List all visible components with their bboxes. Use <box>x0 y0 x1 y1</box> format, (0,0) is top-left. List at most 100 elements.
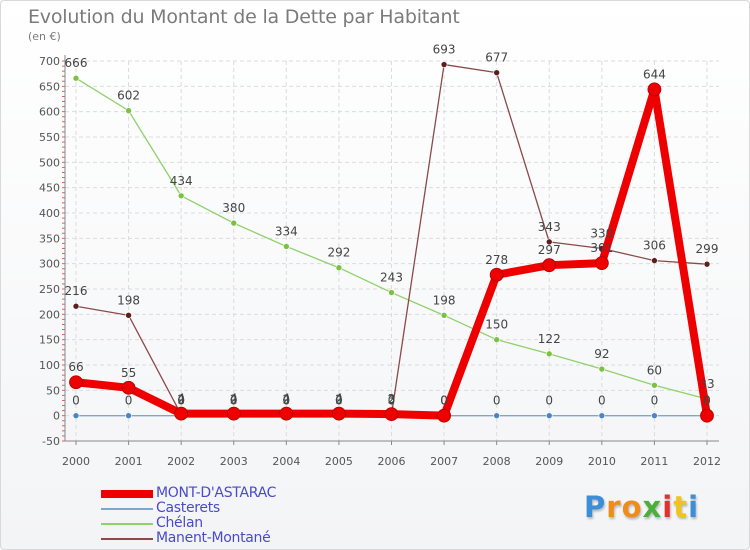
data-label-casterets: 0 <box>440 394 448 408</box>
chart-title: Evolution du Montant de la Dette par Hab… <box>28 6 460 28</box>
legend-swatch <box>101 522 153 525</box>
data-point-manent-montan- <box>72 302 80 310</box>
data-label-casterets: 0 <box>388 394 396 408</box>
data-point-ch-lan <box>493 336 500 343</box>
y-tick-label: 250 <box>39 283 60 296</box>
data-label-ch-lan: 243 <box>380 271 403 285</box>
x-tick-label: 2008 <box>483 455 511 468</box>
y-tick-label: 700 <box>39 55 60 68</box>
logo-letter: P <box>584 490 607 524</box>
data-label-ch-lan: 434 <box>170 174 193 188</box>
data-label-manent-montan-: 2 <box>230 393 238 407</box>
data-label-mont-d-astarac: 55 <box>121 366 136 380</box>
data-point-mont-d-astarac <box>542 258 557 273</box>
data-label-mont-d-astarac: 278 <box>485 253 508 267</box>
data-label-manent-montan-: 677 <box>485 51 508 65</box>
data-point-casterets <box>598 412 606 419</box>
data-point-mont-d-astarac <box>332 406 346 421</box>
data-label-casterets: 0 <box>545 394 553 408</box>
y-tick-label: 450 <box>39 182 60 195</box>
data-point-manent-montan- <box>545 238 553 246</box>
data-point-ch-lan <box>177 192 185 200</box>
data-label-manent-montan-: 693 <box>433 43 456 57</box>
data-point-ch-lan <box>125 107 132 114</box>
data-label-casterets: 0 <box>230 394 238 408</box>
legend-swatch <box>101 537 153 540</box>
y-tick-label: 600 <box>39 106 60 119</box>
x-tick-label: 2003 <box>220 455 248 468</box>
data-label-mont-d-astarac: 3 <box>388 392 396 406</box>
logo-letter: t <box>673 490 689 524</box>
data-point-mont-d-astarac <box>700 408 714 423</box>
logo-letter: x <box>642 490 663 524</box>
line-chart: -500501001502002503003504004505005506006… <box>39 43 721 468</box>
data-label-ch-lan: 380 <box>222 201 245 215</box>
data-label-ch-lan: 122 <box>538 332 561 346</box>
data-label-mont-d-astarac: 4 <box>230 392 238 406</box>
data-point-manent-montan- <box>651 257 658 264</box>
y-tick-label: 650 <box>39 80 60 93</box>
data-label-casterets: 0 <box>177 394 185 408</box>
data-label-manent-montan-: 306 <box>643 239 666 253</box>
y-tick-label: -50 <box>42 435 60 448</box>
data-label-ch-lan: 602 <box>117 89 140 103</box>
data-label-ch-lan: 292 <box>327 246 350 260</box>
legend-item: Casterets <box>101 501 276 516</box>
data-label-mont-d-astarac: 301 <box>590 241 613 255</box>
data-point-ch-lan <box>440 312 448 319</box>
data-label-ch-lan: 666 <box>65 56 88 70</box>
data-label-ch-lan: 33 <box>699 377 714 391</box>
data-point-manent-montan- <box>493 69 500 76</box>
data-point-ch-lan <box>545 350 553 358</box>
y-tick-label: 100 <box>39 359 60 372</box>
logo-letter: i <box>688 490 700 524</box>
data-point-mont-d-astarac <box>594 256 609 271</box>
data-point-casterets <box>72 412 80 419</box>
legend-label: Manent-Montané <box>156 530 271 546</box>
data-point-casterets <box>651 412 658 419</box>
data-label-ch-lan: 150 <box>485 318 508 332</box>
data-label-casterets: 0 <box>335 394 343 408</box>
legend-item: MONT-D'ASTARAC <box>101 486 276 501</box>
y-tick-label: 50 <box>46 384 60 397</box>
y-tick-label: 0 <box>53 410 60 423</box>
y-tick-label: 300 <box>39 258 60 271</box>
data-label-mont-d-astarac: 297 <box>538 243 561 257</box>
data-label-casterets: 0 <box>598 394 606 408</box>
y-tick-label: 200 <box>39 308 60 321</box>
logo-letter: i <box>662 490 674 524</box>
chart-unit-label: (en €) <box>28 30 61 43</box>
data-point-mont-d-astarac <box>226 406 241 421</box>
data-point-casterets <box>493 412 500 419</box>
x-tick-label: 2007 <box>430 455 458 468</box>
data-point-mont-d-astarac <box>69 375 83 390</box>
logo-letter: o <box>621 490 643 524</box>
legend-item: Manent-Montané <box>101 531 276 546</box>
data-point-manent-montan- <box>703 260 711 268</box>
y-tick-label: 550 <box>39 131 60 144</box>
data-point-manent-montan- <box>125 312 132 319</box>
x-tick-label: 2009 <box>535 455 563 468</box>
data-label-casterets: 0 <box>125 394 133 408</box>
data-point-mont-d-astarac <box>121 380 136 395</box>
data-label-casterets: 0 <box>651 394 659 408</box>
data-label-mont-d-astarac: 0 <box>440 394 448 408</box>
data-point-mont-d-astarac <box>489 267 504 282</box>
data-label-mont-d-astarac: 0 <box>703 394 711 408</box>
data-label-casterets: 0 <box>703 394 711 408</box>
legend-swatch <box>101 489 153 498</box>
legend: MONT-D'ASTARAC Casterets Chélan Manent-Mont… <box>101 486 276 546</box>
data-point-casterets <box>545 412 553 419</box>
proxiti-logo: Proxiti <box>584 490 699 524</box>
legend-label: MONT-D'ASTARAC <box>156 485 277 501</box>
data-label-casterets: 0 <box>72 394 80 408</box>
x-tick-label: 2010 <box>588 455 616 468</box>
data-point-mont-d-astarac <box>384 407 399 422</box>
y-tick-label: 350 <box>39 232 60 245</box>
data-point-manent-montan- <box>440 61 448 68</box>
data-label-manent-montan-: 2 <box>177 393 185 407</box>
data-label-ch-lan: 92 <box>594 347 609 361</box>
legend-label: Chélan <box>156 515 203 531</box>
y-tick-label: 150 <box>39 334 60 347</box>
